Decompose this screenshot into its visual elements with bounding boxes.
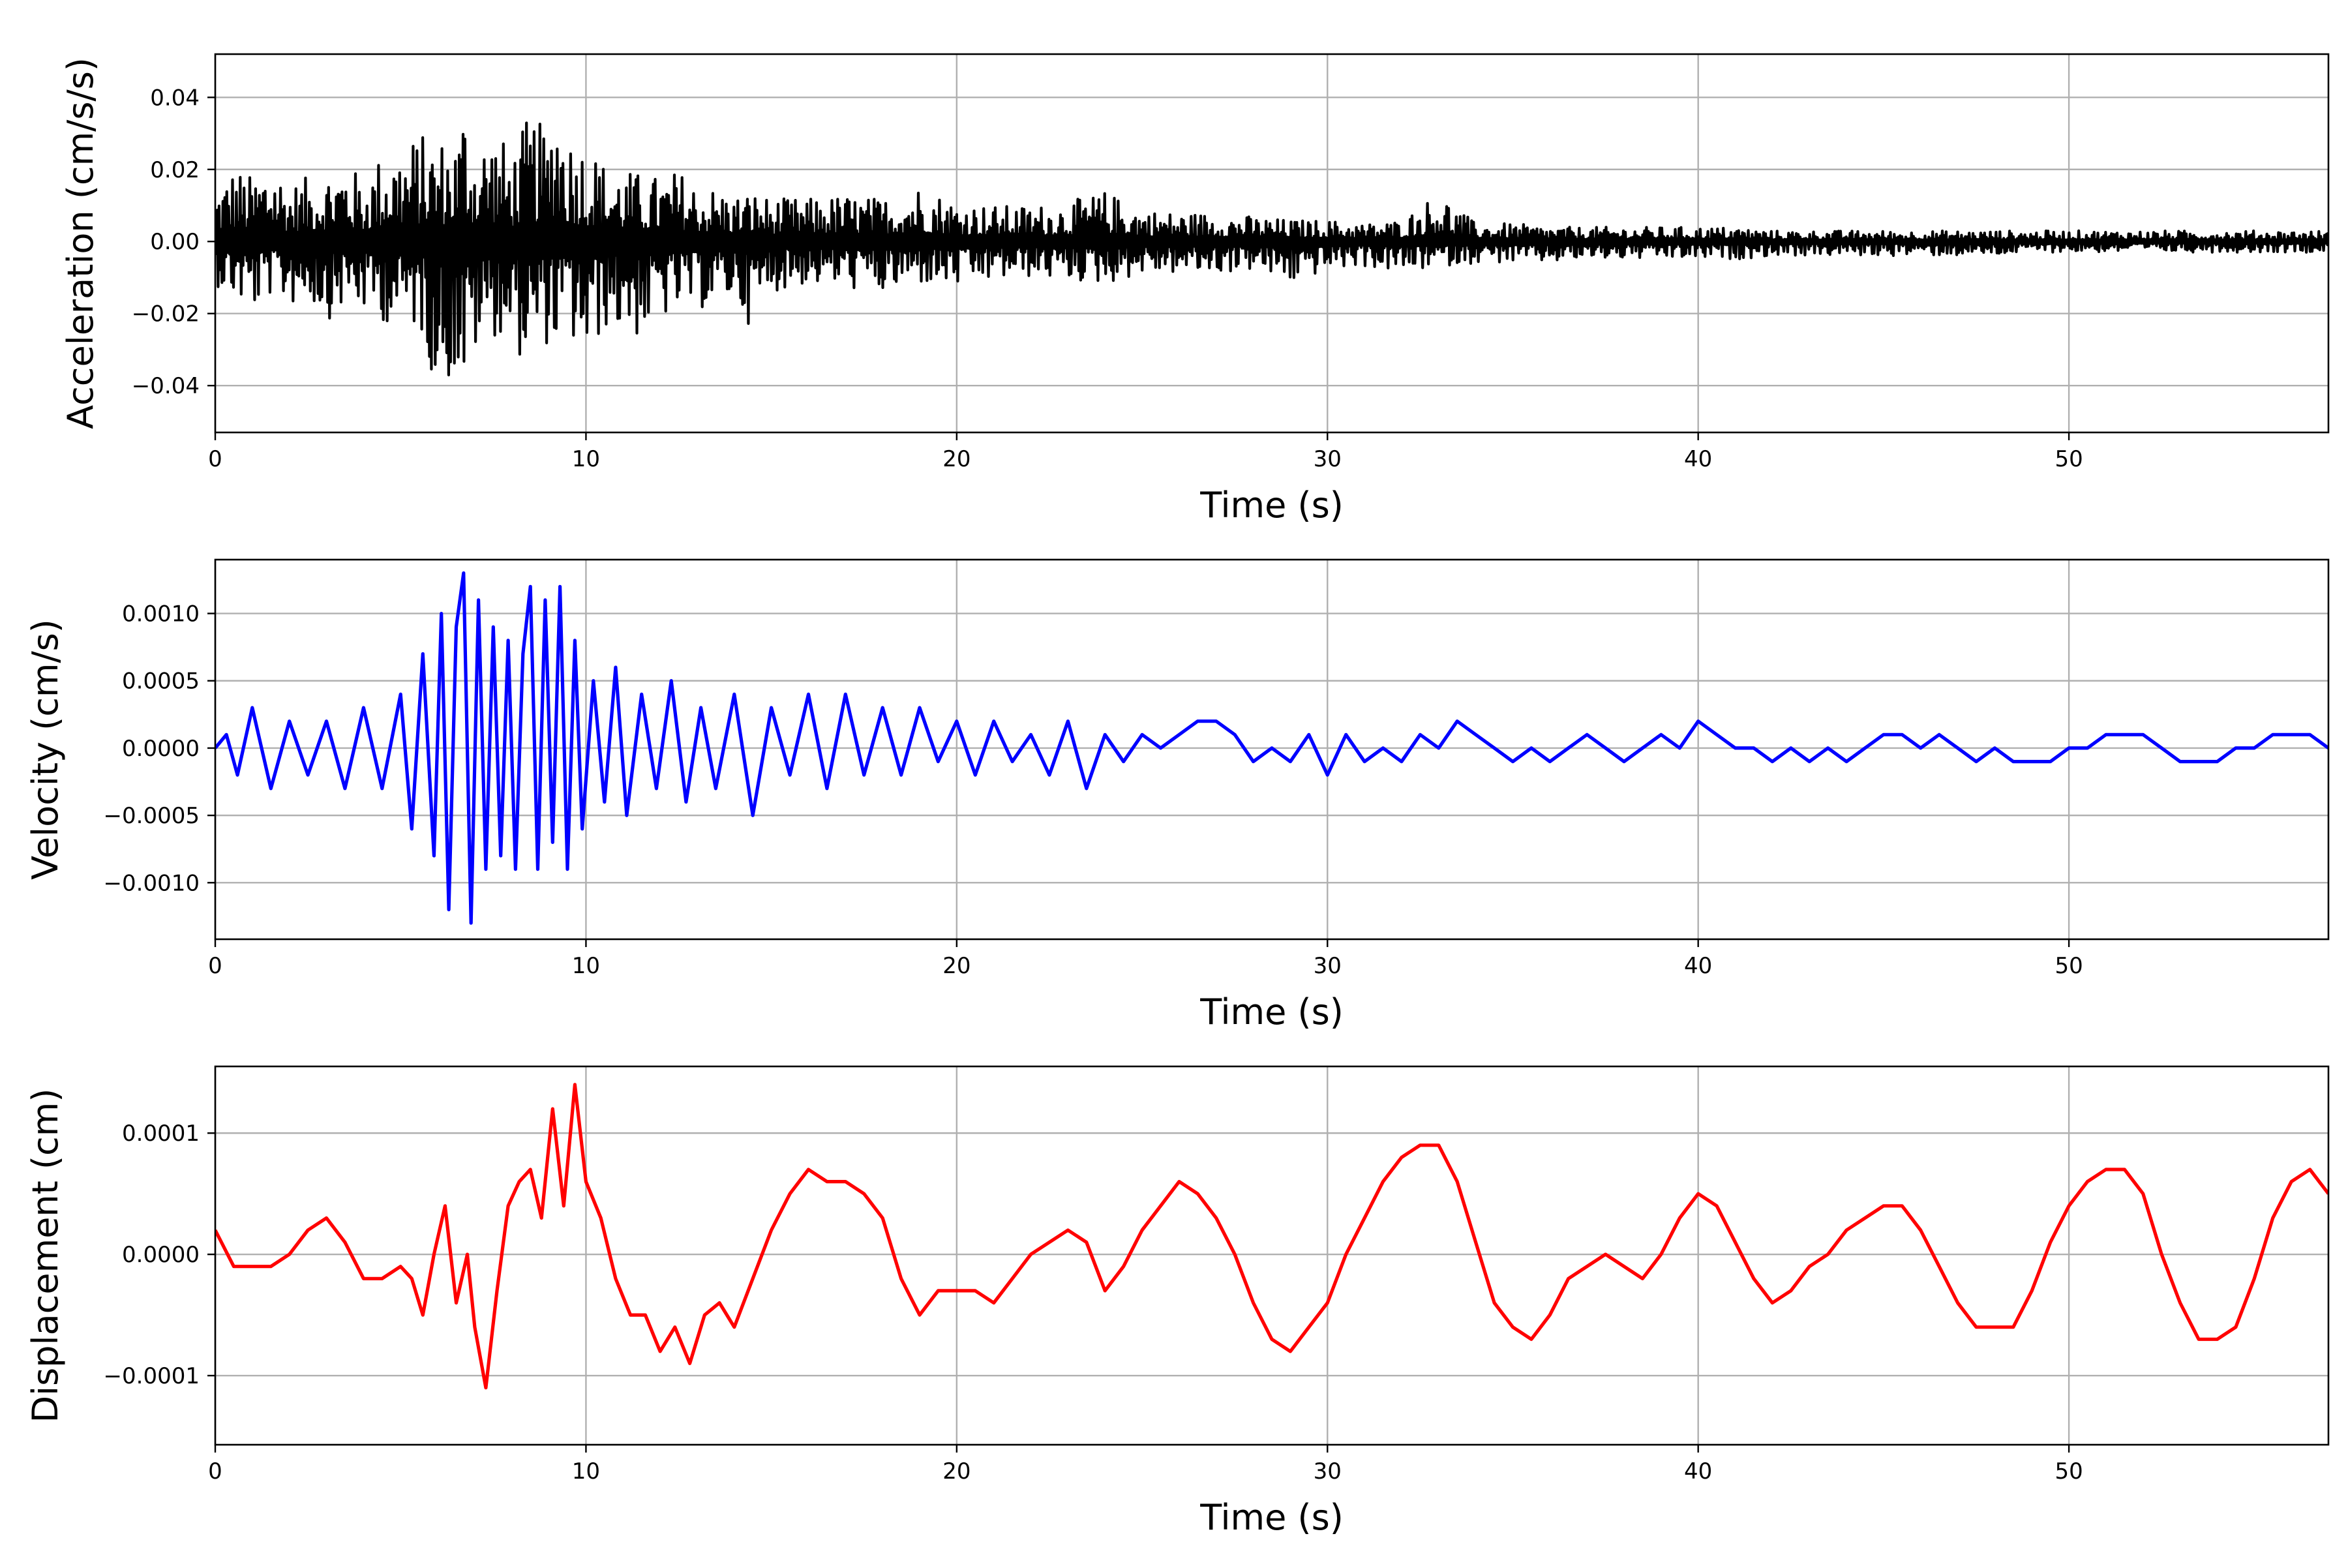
- velocity-xlabel: Time (s): [1199, 991, 1344, 1033]
- acceleration-axes-frame: [214, 53, 2330, 434]
- acceleration-ytick-label: −0.04: [132, 373, 200, 399]
- displacement-xtick-label: 30: [1314, 1458, 1342, 1485]
- displacement-xlabel: Time (s): [1199, 1497, 1344, 1538]
- velocity-xtick-label: 10: [572, 953, 600, 979]
- velocity-xtick-label: 30: [1314, 953, 1342, 979]
- displacement-ylabel: Displacement (cm): [25, 1089, 66, 1423]
- displacement-xtick-label: 50: [2054, 1458, 2083, 1485]
- acceleration-ytick-label: 0.04: [150, 85, 200, 111]
- velocity-ytick-label: 0.0000: [122, 736, 200, 762]
- velocity-series-line: [215, 571, 2328, 925]
- velocity-ylabel: Velocity (cm/s): [25, 619, 66, 880]
- displacement-axes-frame: [214, 1065, 2330, 1446]
- acceleration-ytick-label: 0.00: [150, 229, 200, 255]
- acceleration-ytick-label: −0.02: [132, 301, 200, 327]
- acceleration-ytick-label: 0.02: [150, 157, 200, 183]
- acceleration-xtick-label: 40: [1684, 446, 1712, 472]
- velocity-axes-frame: [214, 558, 2330, 941]
- acceleration-xtick-label: 30: [1314, 446, 1342, 472]
- velocity-ytick-label: −0.0010: [104, 870, 200, 896]
- velocity-xtick-label: 40: [1684, 953, 1712, 979]
- acceleration-xtick-label: 20: [942, 446, 971, 472]
- velocity-ytick-label: 0.0005: [122, 669, 200, 695]
- velocity-xtick-label: 50: [2054, 953, 2083, 979]
- displacement-ytick-label: 0.0001: [122, 1121, 200, 1147]
- displacement-series-line: [215, 1083, 2328, 1390]
- acceleration-xtick-label: 10: [572, 446, 600, 472]
- acceleration-ylabel: Acceleration (cm/s/s): [60, 57, 101, 429]
- velocity-ytick-label: −0.0005: [104, 803, 200, 829]
- acceleration-xtick-label: 50: [2054, 446, 2083, 472]
- acceleration-series-line: [215, 121, 2328, 377]
- velocity-xtick-label: 0: [208, 953, 222, 979]
- acceleration-panel: 0 10 20 30 40 50 −0.04 −0.02 0.00 0.02 0.04 Time (s…: [60, 53, 2330, 526]
- displacement-panel: 0 10 20 30 40 50 −0.0001 0.0000 0.0001 Time (s) Di…: [25, 1065, 2330, 1538]
- displacement-ytick-label: 0.0000: [122, 1242, 200, 1268]
- displacement-xtick-label: 40: [1684, 1458, 1712, 1485]
- displacement-ytick-label: −0.0001: [104, 1363, 200, 1389]
- acceleration-xlabel: Time (s): [1199, 485, 1344, 526]
- velocity-panel: 0 10 20 30 40 50 −0.0010 −0.0005 0.0000 0.0005 0.0…: [25, 558, 2330, 1033]
- displacement-xtick-label: 0: [208, 1458, 222, 1485]
- velocity-xtick-label: 20: [942, 953, 971, 979]
- velocity-ytick-label: 0.0010: [122, 601, 200, 627]
- displacement-xtick-label: 20: [942, 1458, 971, 1485]
- displacement-xtick-label: 10: [572, 1458, 600, 1485]
- acceleration-xtick-label: 0: [208, 446, 222, 472]
